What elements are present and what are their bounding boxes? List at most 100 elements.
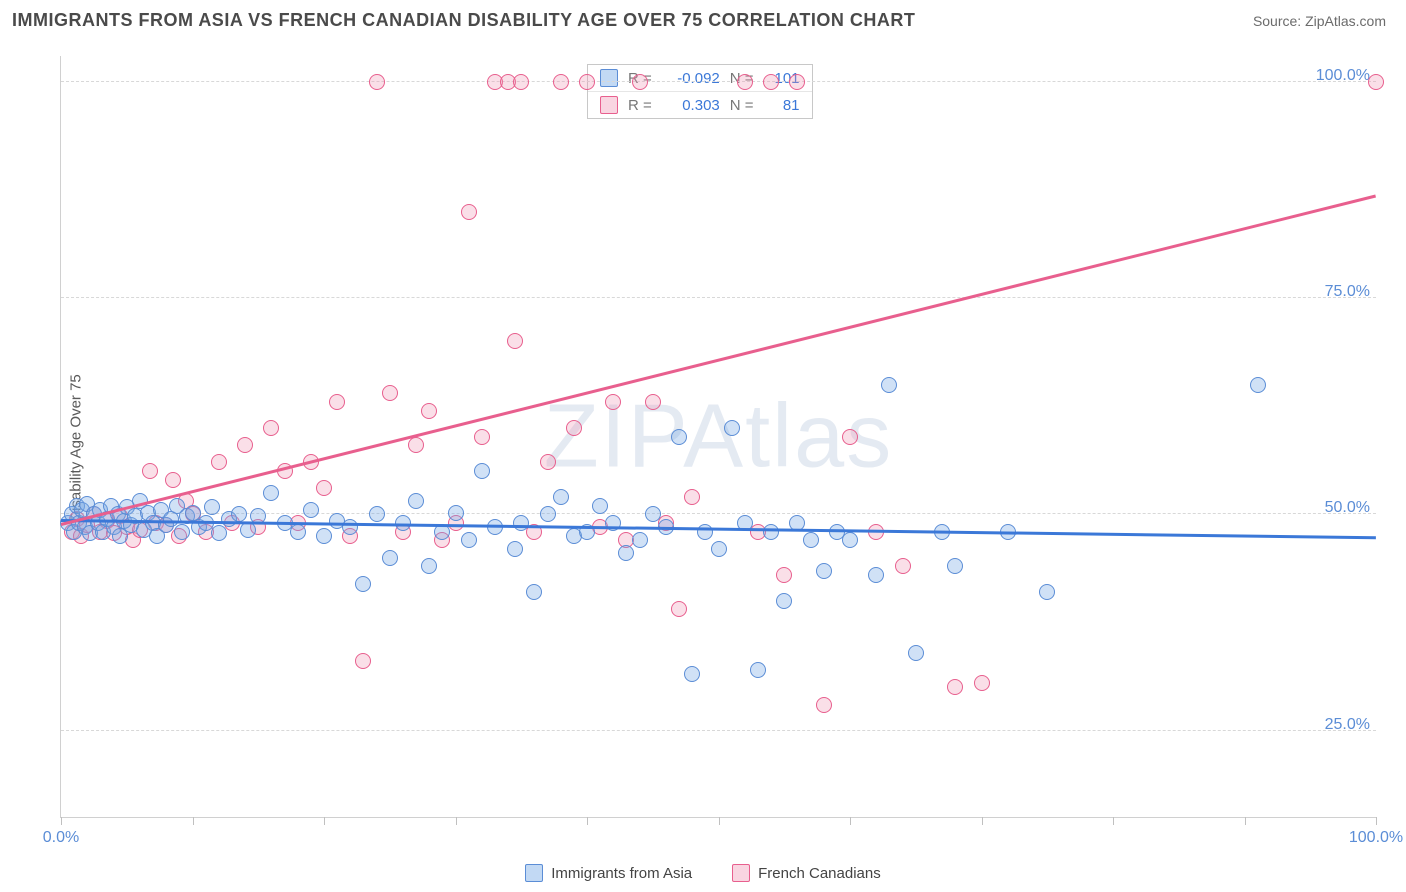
scatter-point-pink [355,653,371,669]
scatter-point-blue [553,489,569,505]
scatter-point-pink [632,74,648,90]
scatter-point-pink [316,480,332,496]
scatter-point-pink [461,204,477,220]
plot-region: ZIPAtlas R =-0.092N =101R =0.303N =81 25… [60,56,1376,818]
scatter-point-blue [711,541,727,557]
x-tick [982,817,983,825]
x-tick-label: 100.0% [1349,829,1403,847]
scatter-point-pink [211,454,227,470]
scatter-point-blue [303,502,319,518]
scatter-point-blue [369,506,385,522]
scatter-point-pink [165,472,181,488]
scatter-point-blue [1039,584,1055,600]
r-label: R = [628,97,652,114]
scatter-point-pink [553,74,569,90]
n-label: N = [730,97,754,114]
x-tick [193,817,194,825]
legend-label-pink: French Canadians [758,865,881,882]
scatter-point-pink [789,74,805,90]
scatter-point-pink [579,74,595,90]
scatter-point-pink [329,394,345,410]
n-value-pink: 81 [764,97,800,114]
swatch-blue [600,69,618,87]
scatter-point-blue [697,524,713,540]
chart-title: IMMIGRANTS FROM ASIA VS FRENCH CANADIAN … [12,10,915,31]
scatter-point-blue [1250,377,1266,393]
scatter-point-blue [724,420,740,436]
scatter-point-pink [1368,74,1384,90]
scatter-point-blue [618,545,634,561]
source-name: ZipAtlas.com [1305,13,1386,29]
scatter-point-pink [142,463,158,479]
y-tick-label: 75.0% [1325,283,1370,301]
watermark: ZIPAtlas [544,385,893,488]
scatter-point-pink [947,679,963,695]
scatter-point-blue [211,525,227,541]
x-tick [850,817,851,825]
scatter-point-blue [540,506,556,522]
x-tick-label: 0.0% [43,829,79,847]
scatter-point-blue [263,485,279,501]
scatter-point-pink [369,74,385,90]
scatter-point-pink [842,429,858,445]
scatter-point-pink [645,394,661,410]
r-value-blue: -0.092 [662,70,720,87]
swatch-pink [600,96,618,114]
scatter-point-blue [316,528,332,544]
y-tick-label: 100.0% [1316,67,1370,85]
stats-row-pink: R = 0.303 N = 81 [588,91,812,118]
scatter-point-pink [816,697,832,713]
scatter-point-pink [763,74,779,90]
scatter-point-blue [868,567,884,583]
source-label: Source: [1253,13,1305,29]
gridline-h [61,297,1376,298]
scatter-point-pink [421,403,437,419]
scatter-point-pink [474,429,490,445]
x-tick [1113,817,1114,825]
scatter-point-pink [382,385,398,401]
x-tick [587,817,588,825]
scatter-point-blue [881,377,897,393]
stats-legend: R =-0.092N =101R =0.303N =81 [587,64,813,119]
gridline-h [61,730,1376,731]
scatter-point-blue [355,576,371,592]
swatch-blue [525,864,543,882]
scatter-point-blue [204,499,220,515]
scatter-point-blue [513,515,529,531]
x-tick [61,817,62,825]
scatter-point-blue [816,563,832,579]
legend-item-pink: French Canadians [732,864,881,882]
scatter-point-blue [632,532,648,548]
scatter-point-blue [240,522,256,538]
x-tick [1376,817,1377,825]
scatter-point-blue [645,506,661,522]
scatter-point-blue [526,584,542,600]
scatter-point-blue [421,558,437,574]
scatter-point-blue [842,532,858,548]
scatter-point-blue [763,524,779,540]
scatter-point-pink [263,420,279,436]
chart-area: Disability Age Over 75 ZIPAtlas R =-0.09… [12,48,1394,848]
r-value-pink: 0.303 [662,97,720,114]
source: Source: ZipAtlas.com [1253,13,1386,29]
scatter-point-blue [947,558,963,574]
scatter-point-pink [895,558,911,574]
legend-label-blue: Immigrants from Asia [551,865,692,882]
legend-item-blue: Immigrants from Asia [525,864,692,882]
x-tick [1245,817,1246,825]
scatter-point-blue [684,666,700,682]
scatter-point-blue [671,429,687,445]
scatter-point-pink [507,333,523,349]
y-tick-label: 50.0% [1325,499,1370,517]
scatter-point-pink [671,601,687,617]
scatter-point-blue [487,519,503,535]
y-tick-label: 25.0% [1325,716,1370,734]
scatter-point-pink [684,489,700,505]
scatter-point-blue [290,524,306,540]
scatter-point-pink [605,394,621,410]
scatter-point-pink [540,454,556,470]
scatter-point-pink [513,74,529,90]
scatter-point-blue [474,463,490,479]
x-tick [456,817,457,825]
scatter-point-blue [448,505,464,521]
